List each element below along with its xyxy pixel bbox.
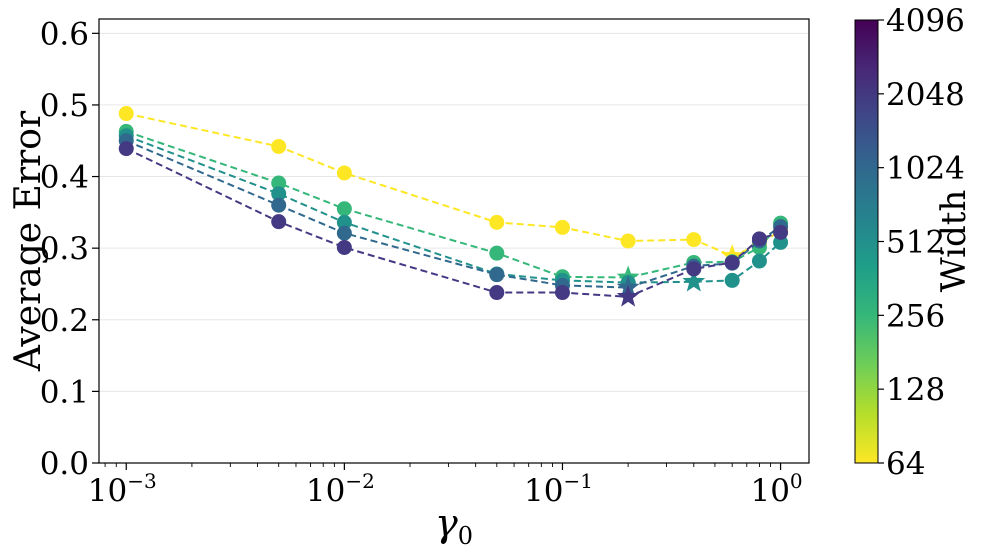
y-tick-label: 0.6 xyxy=(40,16,89,52)
data-point xyxy=(686,261,702,277)
plot-frame xyxy=(98,18,810,464)
best-point-star xyxy=(682,269,706,292)
x-tick-label: 10−1 xyxy=(524,469,593,509)
y-axis-label: Average Error xyxy=(8,110,49,372)
data-point xyxy=(336,239,352,255)
data-point xyxy=(773,224,789,240)
series-line xyxy=(125,139,782,289)
data-point xyxy=(118,106,134,122)
y-tick-label: 0.4 xyxy=(40,160,89,196)
data-point xyxy=(271,186,287,202)
data-point xyxy=(336,214,352,230)
data-point xyxy=(118,141,134,157)
data-point xyxy=(336,165,352,181)
best-point-star xyxy=(616,284,640,307)
colorbar-tick-label: 512 xyxy=(886,225,945,261)
colorbar-tick-label: 256 xyxy=(886,298,945,334)
series-line xyxy=(125,130,782,279)
series-line xyxy=(125,134,782,284)
data-point xyxy=(271,214,287,230)
x-tick-label: 10−2 xyxy=(306,469,375,509)
data-point xyxy=(489,285,505,301)
y-tick-label: 0.1 xyxy=(40,374,89,410)
colorbar xyxy=(854,19,879,464)
grid-lines xyxy=(99,32,809,464)
data-point xyxy=(554,285,570,301)
colorbar-tick-label: 2048 xyxy=(886,77,965,113)
y-tick-label: 0.3 xyxy=(40,231,89,267)
data-point xyxy=(489,267,505,283)
series-width-2048 xyxy=(118,141,789,307)
colorbar-tick-label: 4096 xyxy=(886,3,965,39)
y-axis: 0.0 0.1 0.2 0.3 0.4 0.5 0.6 xyxy=(40,16,99,482)
series-line xyxy=(126,112,782,258)
x-tick-label: 100 xyxy=(750,469,802,509)
colorbar-ticks: 64 128 256 512 1024 2048 4096 xyxy=(878,3,965,482)
data-point xyxy=(489,245,505,261)
data-point xyxy=(271,138,287,154)
data-point xyxy=(271,175,287,191)
x-tick-label: 10−3 xyxy=(88,469,157,509)
data-point xyxy=(724,254,740,270)
data-point xyxy=(751,253,767,269)
data-point xyxy=(751,231,767,247)
x-axis: 10−3 10−2 10−1 100 xyxy=(88,463,803,509)
data-point xyxy=(554,219,570,235)
data-point xyxy=(336,201,352,217)
y-tick-label: 0.2 xyxy=(40,303,89,339)
series-width-64 xyxy=(118,106,789,266)
data-point xyxy=(724,272,740,288)
series-layer xyxy=(118,106,789,307)
series-line xyxy=(125,147,781,298)
colorbar-tick-label: 1024 xyxy=(886,151,965,187)
colorbar-tick-label: 128 xyxy=(886,372,945,408)
y-tick-label: 0.5 xyxy=(40,88,89,124)
colorbar-tick-label: 64 xyxy=(886,446,925,482)
data-point xyxy=(336,225,352,241)
data-point xyxy=(620,233,636,249)
x-axis-label: γ0 xyxy=(435,501,473,549)
data-point xyxy=(686,232,702,248)
data-point xyxy=(271,197,287,213)
y-tick-label: 0.0 xyxy=(40,446,89,482)
colorbar-label: Width xyxy=(934,190,974,293)
data-point xyxy=(489,214,505,230)
